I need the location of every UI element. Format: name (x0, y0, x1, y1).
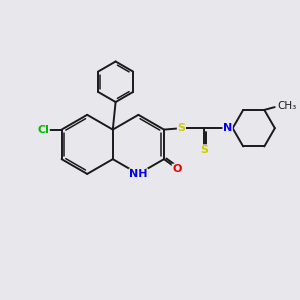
Text: N: N (223, 123, 232, 133)
Text: NH: NH (129, 169, 148, 179)
Text: Cl: Cl (38, 124, 49, 135)
Text: O: O (172, 164, 182, 174)
Text: CH₃: CH₃ (278, 101, 297, 111)
Text: S: S (200, 145, 208, 155)
Text: S: S (177, 123, 185, 133)
